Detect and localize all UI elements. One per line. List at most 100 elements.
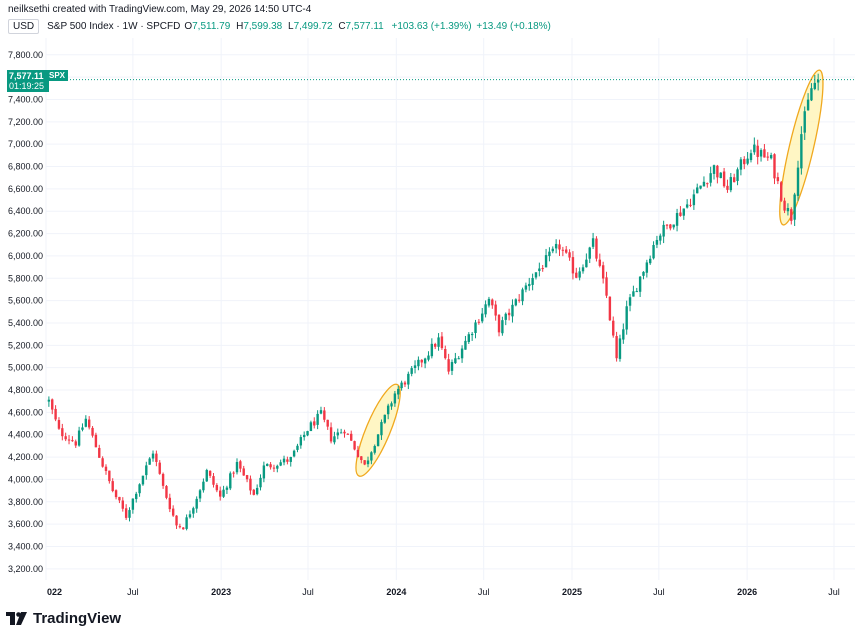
candle-body xyxy=(696,187,699,194)
candle-body xyxy=(269,464,272,468)
candle-body xyxy=(635,291,638,293)
candle-body xyxy=(598,259,602,266)
y-tick-label: 3,400.00 xyxy=(8,541,43,551)
candle-body xyxy=(403,382,407,385)
candle-body xyxy=(128,510,131,518)
candle-body xyxy=(111,481,114,492)
candle-body xyxy=(447,359,450,372)
candle-body xyxy=(235,461,239,473)
candle-body xyxy=(410,368,413,374)
candle-body xyxy=(474,322,477,333)
symbol-description[interactable]: S&P 500 Index · 1W · SPCFD xyxy=(47,20,181,32)
candle-body xyxy=(756,145,759,157)
candle-body xyxy=(806,99,810,111)
candle-body xyxy=(759,150,763,157)
candle-body xyxy=(625,306,628,330)
candle-body xyxy=(813,82,817,89)
candle-body xyxy=(588,247,591,259)
candle-body xyxy=(299,437,303,446)
candle-body xyxy=(608,296,612,321)
candle-body xyxy=(743,159,746,165)
y-tick-label: 4,200.00 xyxy=(8,452,43,462)
candle-body xyxy=(746,158,749,164)
candle-body xyxy=(145,465,148,476)
currency-button[interactable]: USD xyxy=(8,18,40,34)
candle-body xyxy=(286,459,289,462)
candle-body xyxy=(548,251,551,257)
y-tick-label: 7,400.00 xyxy=(8,94,43,104)
candle-body xyxy=(565,249,568,253)
candle-body xyxy=(397,388,400,395)
candle-body xyxy=(225,487,229,490)
candle-body xyxy=(192,508,195,514)
candle-body xyxy=(249,478,252,491)
candle-body xyxy=(450,362,454,371)
candle-body xyxy=(151,453,155,459)
close-label: C xyxy=(338,20,346,32)
candle-body xyxy=(706,183,709,185)
candle-body xyxy=(239,461,242,469)
candle-body xyxy=(719,172,722,179)
candle-body xyxy=(810,88,813,101)
candle-body xyxy=(155,453,158,462)
candle-body xyxy=(182,527,185,530)
price-axis: 7,800.007,600.007,400.007,200.007,000.00… xyxy=(8,50,43,574)
candle-body xyxy=(581,267,585,272)
candle-body xyxy=(175,515,178,526)
candle-body xyxy=(276,465,279,469)
candle-body xyxy=(118,496,121,501)
candle-body xyxy=(188,514,192,518)
candle-body xyxy=(272,467,276,469)
y-tick-label: 7,800.00 xyxy=(8,50,43,60)
y-tick-label: 6,000.00 xyxy=(8,251,43,261)
candle-body xyxy=(333,436,336,443)
candle-body xyxy=(350,433,353,441)
candle-body xyxy=(615,336,618,359)
candle-body xyxy=(84,418,88,427)
candle-body xyxy=(91,427,94,436)
extra-change-value: +13.49 (+0.18%) xyxy=(476,20,551,32)
bar-countdown: 01:19:25 xyxy=(9,81,45,91)
candle-body xyxy=(800,134,803,169)
candle-body xyxy=(622,329,625,340)
candle-body xyxy=(736,169,739,181)
y-tick-label: 7,000.00 xyxy=(8,139,43,149)
candle-body xyxy=(171,508,175,516)
candle-body xyxy=(464,340,467,350)
candle-body xyxy=(205,470,208,482)
candle-body xyxy=(366,460,370,465)
candle-body xyxy=(64,436,67,440)
candle-body xyxy=(356,449,360,458)
candle-body xyxy=(141,475,145,485)
x-tick-label: 022 xyxy=(47,587,62,597)
candle-body xyxy=(219,490,222,497)
x-tick-label: 2026 xyxy=(737,587,757,597)
candle-body xyxy=(702,181,706,187)
candle-body xyxy=(457,358,460,360)
candle-body xyxy=(289,456,292,462)
candle-body xyxy=(161,473,165,486)
candle-body xyxy=(323,410,326,420)
candle-body xyxy=(101,458,104,467)
x-tick-label: Jul xyxy=(478,587,490,597)
candle-body xyxy=(497,314,501,333)
candle-body xyxy=(208,470,212,476)
candle-body xyxy=(763,149,766,158)
candle-body xyxy=(726,185,729,190)
x-tick-label: Jul xyxy=(828,587,840,597)
candle-body xyxy=(245,475,249,480)
candle-body xyxy=(776,177,780,182)
candle-body xyxy=(494,304,497,316)
y-tick-label: 6,600.00 xyxy=(8,184,43,194)
candle-body xyxy=(47,399,51,402)
y-tick-label: 6,800.00 xyxy=(8,162,43,172)
candle-body xyxy=(605,277,608,296)
candle-body xyxy=(413,365,417,368)
candle-body xyxy=(739,159,743,170)
tradingview-logo[interactable]: TradingView xyxy=(6,610,121,627)
candle-body xyxy=(185,517,188,529)
candle-body xyxy=(682,208,685,216)
candle-body xyxy=(329,427,333,442)
candle-body xyxy=(108,470,111,482)
